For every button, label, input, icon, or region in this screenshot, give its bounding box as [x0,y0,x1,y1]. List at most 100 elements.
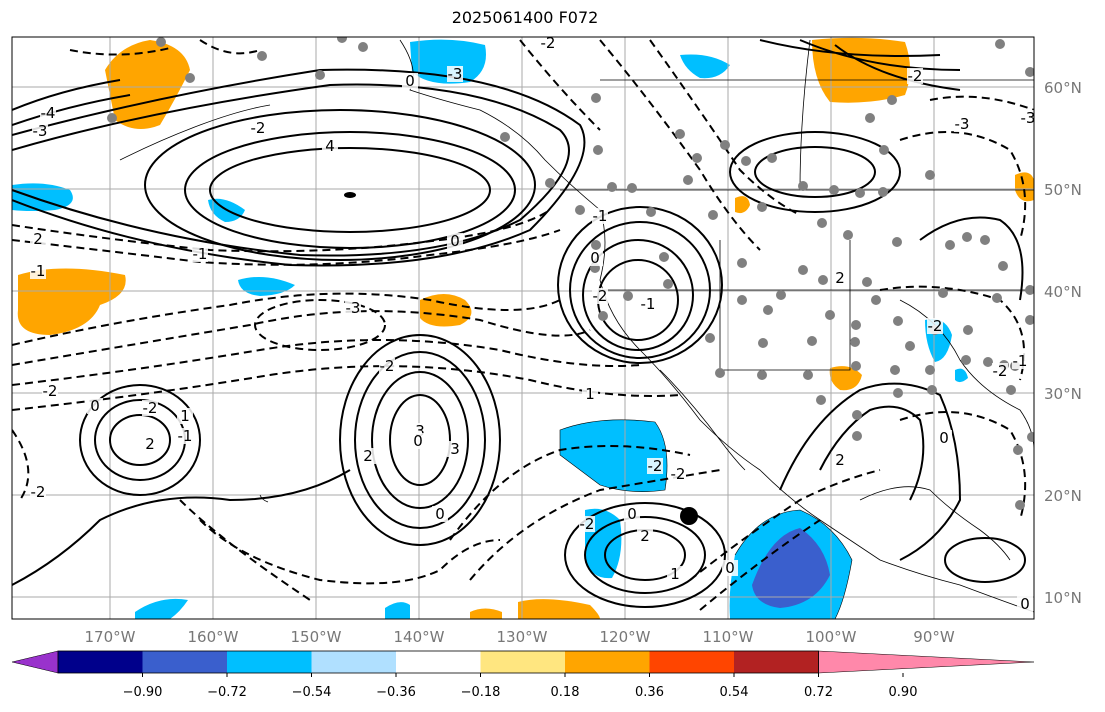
latitude-axis: 60°N 50°N 40°N 30°N 20°N 10°N [1044,79,1082,607]
station-markers [107,37,1034,510]
colorbar-segment [396,651,481,673]
longitude-tick-label: 120°W [600,628,651,646]
contour-value-label: -2 [143,399,158,417]
contour-value-label: -2 [908,67,923,85]
contour-value-label: 0 [725,559,735,577]
contour-value-label: 1 [180,407,190,425]
contour-value-label: -4 [41,104,56,122]
contour-value-label: 2 [835,451,845,469]
longitude-tick-label: 100°W [806,628,857,646]
colorbar-segment [565,651,650,673]
contour-value-label: -3 [1021,109,1036,127]
graticule [12,37,1034,619]
colorbar-segment [58,651,143,673]
negative-anomaly-shading [955,368,968,383]
contour-value-label: 0 [590,249,600,267]
longitude-tick-label: 110°W [703,628,754,646]
colorbar-segment [311,651,397,673]
positive-anomaly-shading [812,37,910,103]
colorbar-tick-label: −0.90 [123,685,163,700]
longitude-tick-label: 90°W [913,628,955,646]
positive-anomaly-shading [420,294,472,327]
colorbar-tick-labels: −0.90 −0.72 −0.54 −0.36 −0.18 0.18 0.36 0.54 0.7… [123,673,918,700]
contour-value-label: 2 [363,447,373,465]
chart-title: 2025061400 F072 [451,8,599,27]
positive-anomaly-shading [470,608,502,619]
colorbar-tick-label: 0.36 [635,685,664,700]
contour-value-label: -2 [580,515,595,533]
contour-value-label: -2 [593,287,608,305]
contour-value-label: -3 [33,122,48,140]
contour-value-label: 0 [627,505,637,523]
colorbar-segment [734,651,819,673]
negative-anomaly-shading [680,54,730,79]
colorbar-tick-label: 0.18 [551,685,580,700]
colorbar-tick-label: −0.72 [207,685,247,700]
contour-value-label: 2 [640,527,650,545]
contour-value-label: -2 [928,317,943,335]
latitude-tick-label: 20°N [1044,487,1082,505]
contour-value-label: -2 [251,119,266,137]
latitude-tick-label: 50°N [1044,181,1082,199]
high-center-marker [344,192,356,198]
positive-anomaly-shading [518,599,600,619]
colorbar-tick-label: 0.90 [889,685,918,700]
colorbar-tick-label: 0.72 [804,685,833,700]
positive-anomaly-shading [829,366,862,391]
latitude-tick-label: 10°N [1044,589,1082,607]
contour-value-label: -1 [193,245,208,263]
latitude-tick-label: 60°N [1044,79,1082,97]
latitude-tick-label: 40°N [1044,283,1082,301]
longitude-tick-label: 140°W [394,628,445,646]
longitude-tick-label: 170°W [85,628,136,646]
negative-anomaly-shading [560,419,668,492]
contour-value-label: -3 [955,115,970,133]
contour-value-label: 0 [1020,595,1030,613]
contour-value-label: 0 [90,397,100,415]
positive-anomaly-shading [735,196,750,214]
longitude-tick-label: 150°W [291,628,342,646]
contour-value-label: -2 [43,382,58,400]
colorbar-segment [227,651,312,673]
contour-value-label: 2 [835,269,845,287]
colorbar [11,650,1035,674]
contour-value-label: 4 [325,137,335,155]
shaded-anomalies [12,37,1034,619]
contour-value-label: -1 [641,295,656,313]
contour-value-label: 0 [413,432,423,450]
contour-value-label: -2 [648,457,663,475]
contour-value-label: 0 [939,429,949,447]
longitude-tick-label: 160°W [188,628,239,646]
colorbar-segment [649,651,735,673]
contour-value-label: -2 [671,465,686,483]
map-background [12,37,1034,619]
strong-negative-anomaly-shading [752,528,830,608]
contour-value-label: -2 [541,34,556,52]
contour-value-label: -1 [178,427,193,445]
positive-anomaly-shading [17,268,126,335]
contour-value-label: 2 [145,435,155,453]
contour-value-label: -2 [993,362,1008,380]
negative-anomaly-shading [410,39,486,84]
colorbar-segment [480,651,566,673]
contour-value-label: 1 [585,385,595,403]
contour-value-label: -2 [31,483,46,501]
negative-anomaly-shading [12,183,73,211]
contour-value-label: 0 [450,232,460,250]
negative-anomaly-shading [135,598,188,619]
colorbar-tick-label: −0.54 [292,685,332,700]
contour-value-label: 0 [435,505,445,523]
contour-value-label: 2 [33,230,43,248]
contour-value-label: -1 [31,262,46,280]
colorbar-segment [142,651,228,673]
colorbar-tick-label: 0.54 [720,685,749,700]
contour-value-label: 0 [405,72,415,90]
contour-value-label: 3 [415,422,425,440]
map-frame [11,36,1035,620]
contour-value-label: -1 [1013,352,1028,370]
colorbar-tick-label: −0.18 [461,685,501,700]
longitude-tick-label: 130°W [497,628,548,646]
colorbar-max-arrow [818,650,1035,674]
